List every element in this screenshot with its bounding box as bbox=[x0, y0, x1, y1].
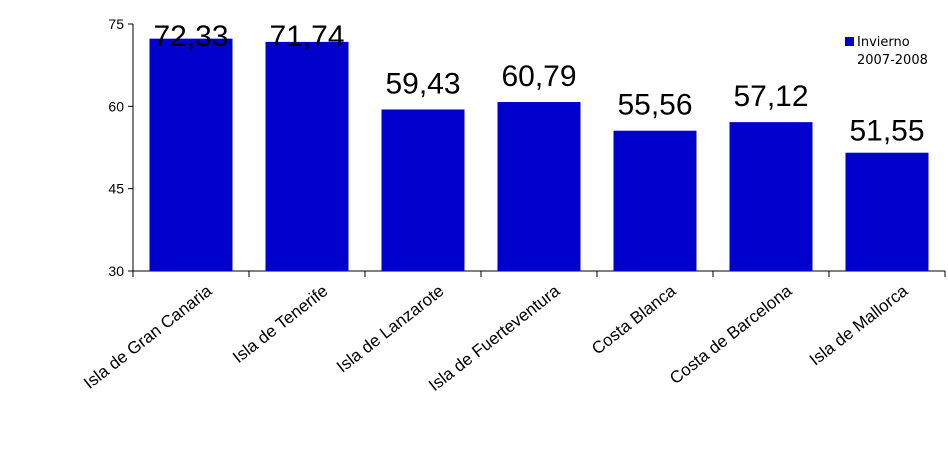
bar-data-label: 71,74 bbox=[269, 20, 344, 53]
bar-data-label: 59,43 bbox=[385, 67, 460, 100]
bar bbox=[381, 109, 465, 271]
bar bbox=[729, 122, 813, 272]
bar bbox=[845, 152, 929, 271]
x-category-label: Costa de Barcelona bbox=[666, 281, 796, 388]
x-category-label: Isla de Gran Canaria bbox=[80, 281, 216, 393]
x-category-label: Costa Blanca bbox=[588, 281, 680, 359]
legend-label-line-1: Invierno bbox=[857, 35, 910, 50]
legend-label-line-2: 2007-2008 bbox=[857, 53, 928, 68]
y-tick-label: 75 bbox=[108, 16, 124, 32]
bar-data-label: 55,56 bbox=[617, 89, 692, 122]
bar bbox=[149, 38, 233, 271]
bar bbox=[265, 41, 349, 272]
bar-data-label: 72,33 bbox=[153, 20, 228, 53]
bar bbox=[613, 130, 697, 271]
legend-swatch bbox=[845, 37, 854, 46]
legend: Invierno 2007-2008 bbox=[845, 35, 928, 68]
bar bbox=[497, 101, 581, 272]
bar-data-label: 60,79 bbox=[501, 60, 576, 93]
y-tick-label: 60 bbox=[108, 98, 124, 114]
bar-data-label: 57,12 bbox=[733, 80, 808, 113]
x-category-label: Isla de Lanzarote bbox=[333, 281, 447, 376]
x-category-label: Isla de Mallorca bbox=[806, 281, 912, 370]
bar-data-label: 51,55 bbox=[849, 115, 924, 148]
x-category-label: Isla de Fuerteventura bbox=[425, 281, 564, 395]
x-category-label: Isla de Tenerife bbox=[229, 281, 331, 367]
y-tick-label: 45 bbox=[108, 181, 124, 197]
y-tick-label: 30 bbox=[108, 263, 124, 279]
